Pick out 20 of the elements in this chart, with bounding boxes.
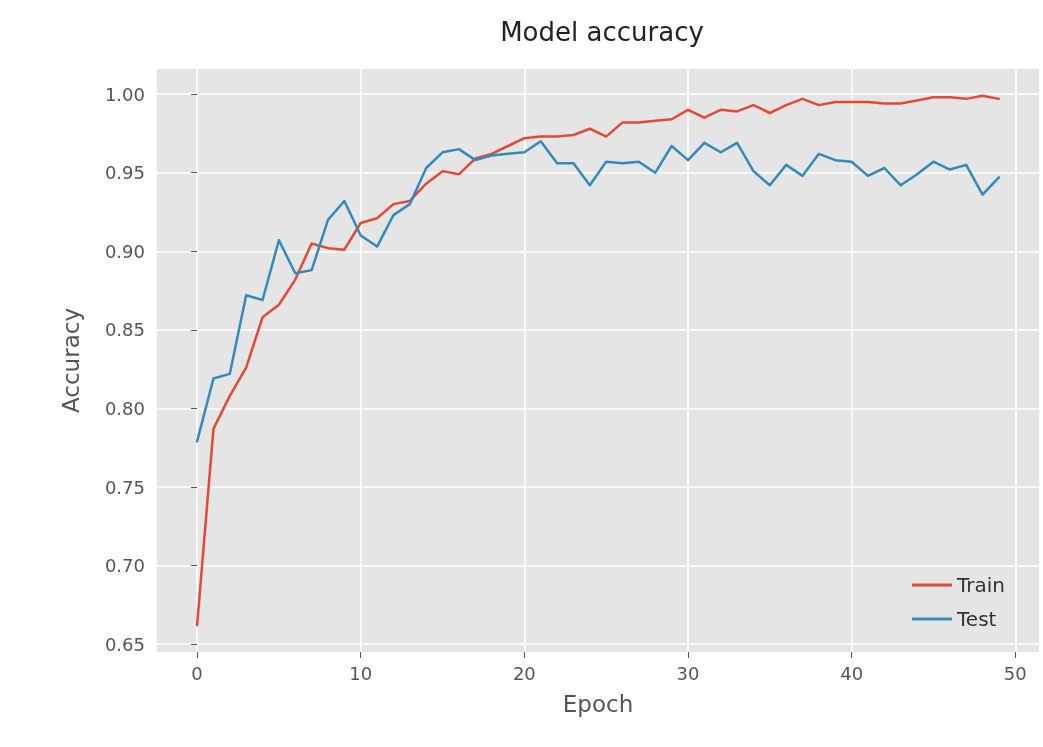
- y-tick-label: 1.00: [104, 83, 145, 105]
- y-axis-title: Accuracy: [57, 307, 84, 414]
- chart-title: Model accuracy: [500, 17, 704, 47]
- x-tick-label: 10: [349, 662, 373, 684]
- y-tick-label: 0.80: [104, 397, 145, 419]
- x-tick-label: 30: [676, 662, 700, 684]
- y-tick-label: 0.95: [104, 162, 145, 184]
- line-series: [195, 140, 1001, 443]
- legend-label: Test: [956, 607, 997, 631]
- y-tick-label: 0.70: [104, 555, 145, 577]
- y-tick-label: 0.65: [104, 633, 145, 655]
- x-tick-label: 40: [840, 662, 864, 684]
- y-tick-label: 0.85: [104, 319, 145, 341]
- x-tick-label: 0: [191, 662, 203, 684]
- x-tick-label: 20: [512, 662, 536, 684]
- x-axis-title: Epoch: [562, 690, 634, 717]
- y-tick-label: 0.75: [104, 476, 145, 498]
- legend-label: Train: [956, 573, 1006, 597]
- y-tick-label: 0.90: [104, 240, 145, 262]
- x-tick-label: 50: [1003, 662, 1027, 684]
